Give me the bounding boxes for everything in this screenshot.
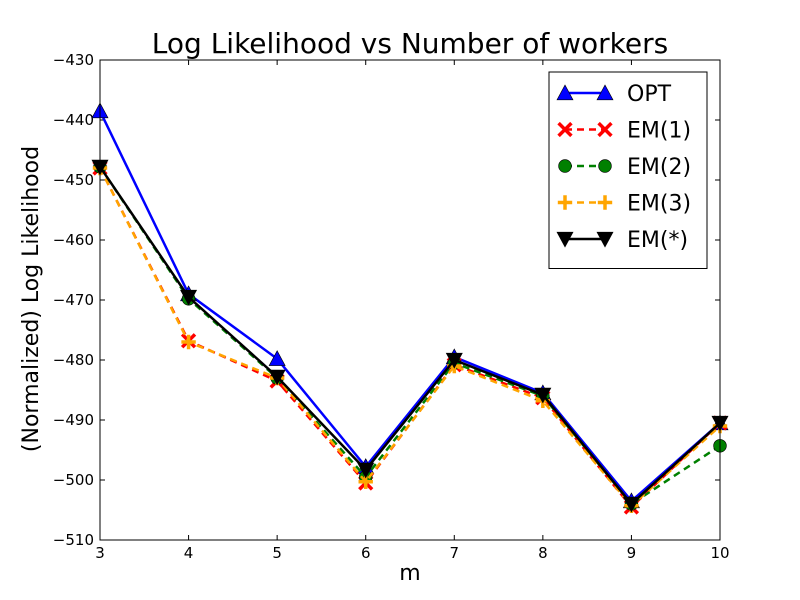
x-axis-label: m	[399, 561, 420, 586]
x-tick-label: 5	[272, 544, 282, 562]
legend-entry: EM(2)	[558, 155, 691, 180]
legend-entry: EM(1)	[557, 119, 691, 144]
legend-marker	[556, 84, 574, 101]
series-em	[91, 159, 729, 513]
x-tick-label: 4	[184, 544, 194, 562]
chart-title: Log Likelihood vs Number of workers	[152, 27, 668, 60]
legend-marker	[558, 159, 572, 173]
legend: OPT EM(1) EM(2) EM(3) EM(*)	[548, 71, 708, 269]
series-line-opt	[98, 110, 721, 503]
x-tick-label: 6	[361, 544, 371, 562]
legend-marker	[557, 195, 573, 210]
axis-ticks: 3 4 5 6 7 8 9 10 −510 −500 −490 −480 −470 −460 −450 −44…	[53, 51, 730, 562]
legend-entry: OPT	[556, 82, 672, 107]
legend-marker	[557, 121, 573, 138]
y-tick-label: −490	[53, 411, 94, 429]
legend-entry: EM(*)	[556, 228, 688, 253]
x-tick-label: 9	[627, 544, 637, 562]
y-tick-label: −460	[53, 231, 94, 249]
data-point	[181, 334, 196, 350]
data-point	[622, 496, 640, 513]
data-point	[534, 387, 552, 404]
series-line-em	[98, 166, 721, 506]
legend-label: EM(*)	[627, 228, 688, 253]
legend-marker	[596, 84, 614, 101]
x-tick-label: 8	[538, 544, 548, 562]
x-tick-label: 3	[95, 544, 105, 562]
legend-marker	[598, 159, 612, 173]
data-point	[357, 462, 375, 479]
y-tick-label: −500	[53, 471, 94, 489]
x-tick-label: 7	[450, 544, 460, 562]
plot-frame	[99, 59, 721, 541]
y-tick-label: −450	[53, 171, 94, 189]
legend-marker	[597, 195, 613, 210]
legend-label: EM(3)	[627, 192, 691, 217]
y-tick-label: −510	[53, 531, 94, 549]
y-axis-label: (Normalized) Log Likelihood	[19, 146, 44, 452]
legend-label: EM(1)	[627, 119, 691, 144]
legend-marker	[596, 231, 614, 248]
legend-marker	[556, 231, 574, 248]
y-tick-label: −480	[53, 351, 94, 369]
y-tick-label: −440	[53, 111, 94, 129]
data-point	[445, 352, 463, 369]
legend-marker	[597, 121, 613, 138]
x-tick-label: 10	[710, 544, 729, 562]
plot-series	[91, 102, 729, 515]
y-tick-label: −470	[53, 291, 94, 309]
data-point	[180, 289, 198, 306]
y-tick-label: −430	[53, 51, 94, 69]
legend-entry: EM(3)	[557, 192, 691, 217]
series-line-em-3	[98, 167, 721, 508]
series-line-em-2	[98, 166, 721, 506]
data-point	[268, 350, 286, 366]
legend-label: OPT	[627, 82, 672, 107]
legend-label: EM(2)	[627, 155, 691, 180]
data-point	[268, 369, 286, 386]
legend-box	[548, 71, 708, 269]
